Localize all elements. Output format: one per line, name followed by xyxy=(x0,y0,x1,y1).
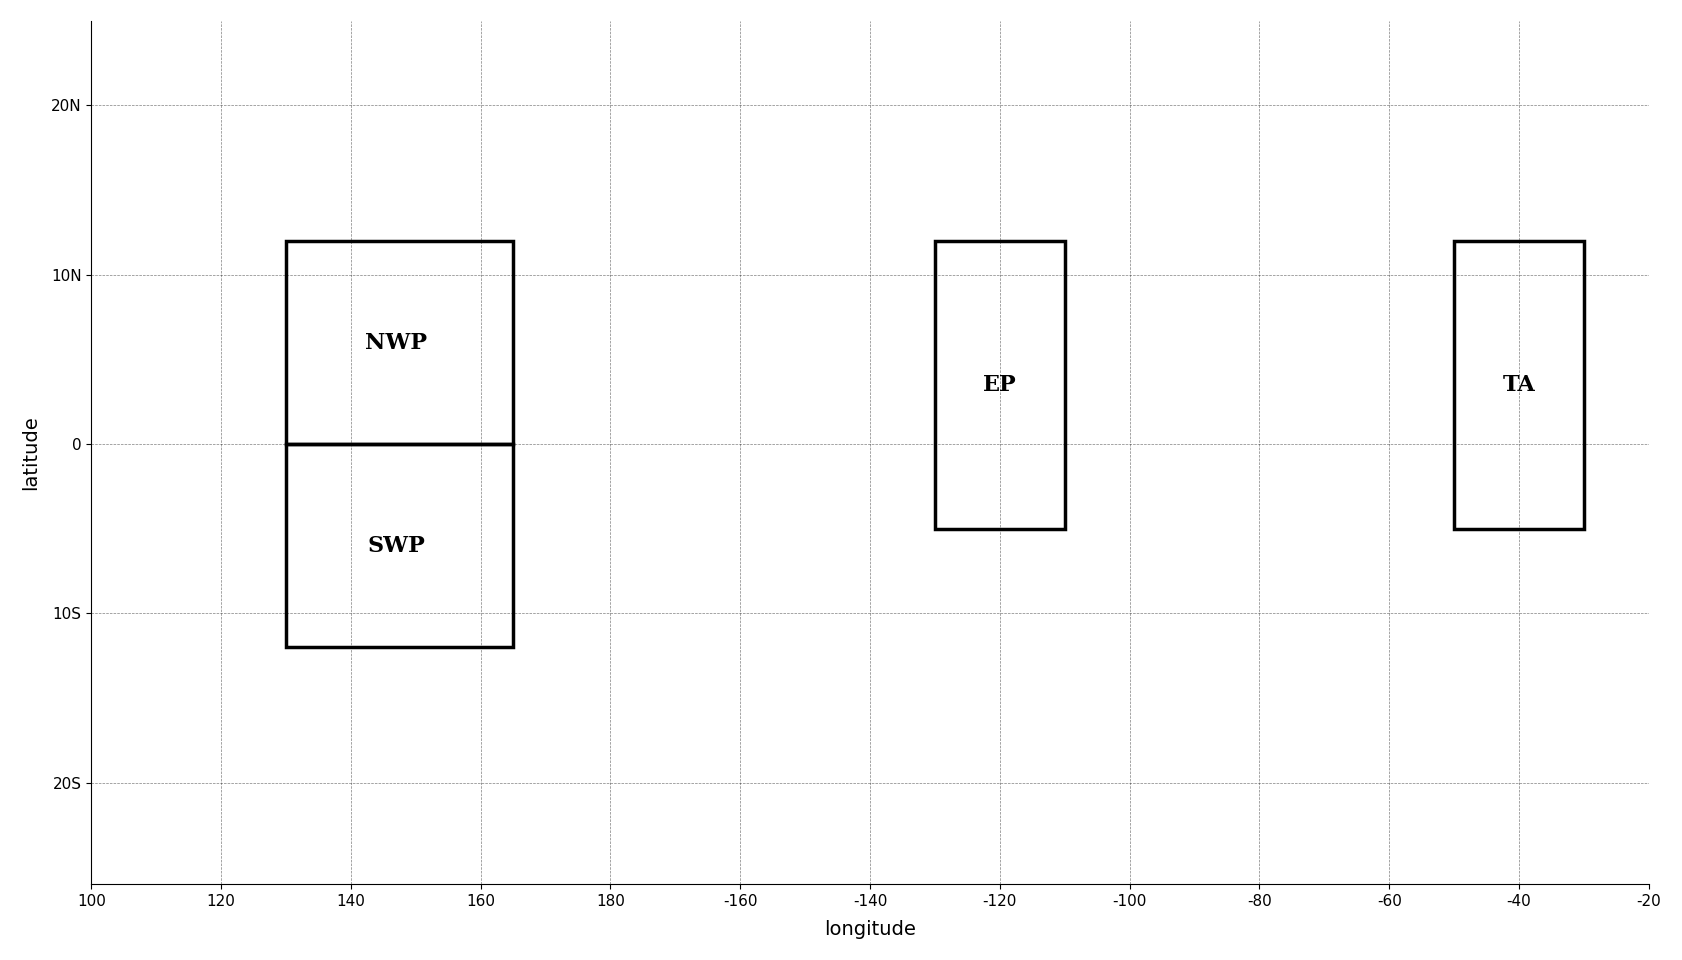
X-axis label: longitude: longitude xyxy=(824,921,917,939)
Text: TA: TA xyxy=(1502,373,1536,396)
Text: EP: EP xyxy=(982,373,1016,396)
Bar xyxy=(286,241,513,444)
Text: SWP: SWP xyxy=(367,535,426,557)
Bar xyxy=(935,241,1065,529)
Bar xyxy=(1455,241,1584,529)
Y-axis label: latitude: latitude xyxy=(20,416,40,490)
Bar xyxy=(286,444,513,647)
Text: NWP: NWP xyxy=(365,331,427,353)
